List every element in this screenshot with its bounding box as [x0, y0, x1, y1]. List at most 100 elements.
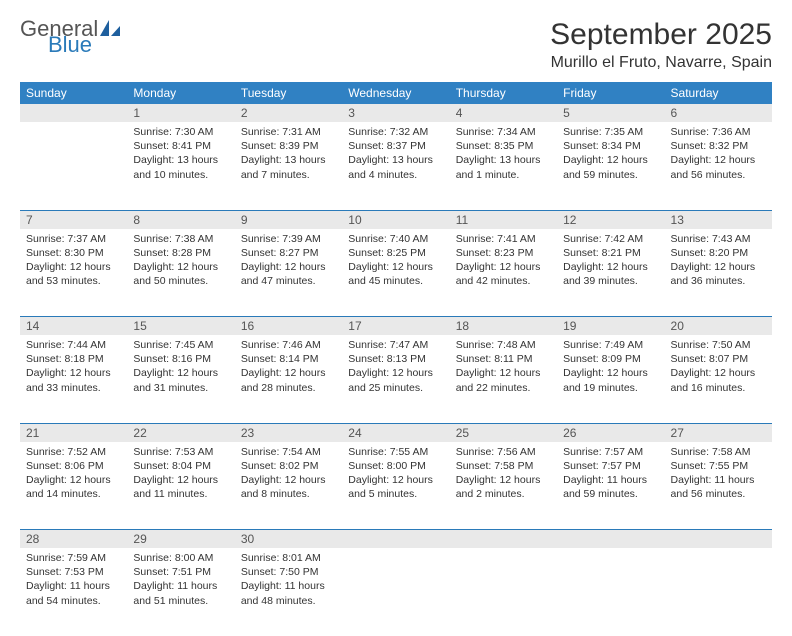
daylight-text: Daylight: 12 hours and 47 minutes.	[241, 260, 336, 288]
header: General Blue September 2025 Murillo el F…	[20, 18, 772, 72]
day-info: Sunrise: 7:38 AMSunset: 8:28 PMDaylight:…	[127, 229, 234, 293]
daylight-text: Daylight: 12 hours and 56 minutes.	[671, 153, 766, 181]
day-cell: Sunrise: 7:38 AMSunset: 8:28 PMDaylight:…	[127, 229, 234, 317]
daylight-text: Daylight: 12 hours and 5 minutes.	[348, 473, 443, 501]
day-info: Sunrise: 7:43 AMSunset: 8:20 PMDaylight:…	[665, 229, 772, 293]
sunrise-text: Sunrise: 7:38 AM	[133, 232, 228, 246]
day-number-cell: 14	[20, 317, 127, 336]
day-number-cell: 29	[127, 530, 234, 549]
day-cell: Sunrise: 7:35 AMSunset: 8:34 PMDaylight:…	[557, 122, 664, 210]
day-cell: Sunrise: 7:56 AMSunset: 7:58 PMDaylight:…	[450, 442, 557, 530]
day-info: Sunrise: 7:53 AMSunset: 8:04 PMDaylight:…	[127, 442, 234, 506]
sunset-text: Sunset: 8:07 PM	[671, 352, 766, 366]
sunset-text: Sunset: 7:57 PM	[563, 459, 658, 473]
day-cell: Sunrise: 7:41 AMSunset: 8:23 PMDaylight:…	[450, 229, 557, 317]
day-number-cell: 9	[235, 210, 342, 229]
sunrise-text: Sunrise: 7:34 AM	[456, 125, 551, 139]
daynum-row: 14151617181920	[20, 317, 772, 336]
day-number-cell: 11	[450, 210, 557, 229]
daylight-text: Daylight: 12 hours and 59 minutes.	[563, 153, 658, 181]
daylight-text: Daylight: 12 hours and 28 minutes.	[241, 366, 336, 394]
sunrise-text: Sunrise: 8:00 AM	[133, 551, 228, 565]
daylight-text: Daylight: 12 hours and 8 minutes.	[241, 473, 336, 501]
daylight-text: Daylight: 13 hours and 1 minute.	[456, 153, 551, 181]
sunset-text: Sunset: 8:11 PM	[456, 352, 551, 366]
day-cell	[450, 548, 557, 636]
day-info: Sunrise: 7:31 AMSunset: 8:39 PMDaylight:…	[235, 122, 342, 186]
day-number-cell: 15	[127, 317, 234, 336]
sunset-text: Sunset: 8:21 PM	[563, 246, 658, 260]
day-header: Friday	[557, 82, 664, 104]
sunrise-text: Sunrise: 7:45 AM	[133, 338, 228, 352]
daylight-text: Daylight: 12 hours and 22 minutes.	[456, 366, 551, 394]
day-cell: Sunrise: 7:49 AMSunset: 8:09 PMDaylight:…	[557, 335, 664, 423]
sunrise-text: Sunrise: 7:52 AM	[26, 445, 121, 459]
sunset-text: Sunset: 7:55 PM	[671, 459, 766, 473]
day-number-cell: 23	[235, 423, 342, 442]
day-info: Sunrise: 7:35 AMSunset: 8:34 PMDaylight:…	[557, 122, 664, 186]
day-number-cell: 16	[235, 317, 342, 336]
day-cell: Sunrise: 7:53 AMSunset: 8:04 PMDaylight:…	[127, 442, 234, 530]
sunrise-text: Sunrise: 7:36 AM	[671, 125, 766, 139]
day-number-cell: 28	[20, 530, 127, 549]
day-cell: Sunrise: 7:39 AMSunset: 8:27 PMDaylight:…	[235, 229, 342, 317]
day-info: Sunrise: 7:46 AMSunset: 8:14 PMDaylight:…	[235, 335, 342, 399]
week-row: Sunrise: 7:59 AMSunset: 7:53 PMDaylight:…	[20, 548, 772, 636]
sunrise-text: Sunrise: 7:31 AM	[241, 125, 336, 139]
day-cell: Sunrise: 7:34 AMSunset: 8:35 PMDaylight:…	[450, 122, 557, 210]
day-info: Sunrise: 7:48 AMSunset: 8:11 PMDaylight:…	[450, 335, 557, 399]
daylight-text: Daylight: 12 hours and 42 minutes.	[456, 260, 551, 288]
sunset-text: Sunset: 8:27 PM	[241, 246, 336, 260]
daynum-row: 21222324252627	[20, 423, 772, 442]
sunrise-text: Sunrise: 7:43 AM	[671, 232, 766, 246]
day-number-cell: 12	[557, 210, 664, 229]
day-info: Sunrise: 8:00 AMSunset: 7:51 PMDaylight:…	[127, 548, 234, 612]
day-info: Sunrise: 7:44 AMSunset: 8:18 PMDaylight:…	[20, 335, 127, 399]
day-number-cell: 30	[235, 530, 342, 549]
daylight-text: Daylight: 13 hours and 7 minutes.	[241, 153, 336, 181]
sunrise-text: Sunrise: 7:58 AM	[671, 445, 766, 459]
sunset-text: Sunset: 8:34 PM	[563, 139, 658, 153]
day-number-cell	[20, 104, 127, 122]
day-number-cell: 7	[20, 210, 127, 229]
daylight-text: Daylight: 11 hours and 59 minutes.	[563, 473, 658, 501]
sunrise-text: Sunrise: 7:59 AM	[26, 551, 121, 565]
daylight-text: Daylight: 12 hours and 50 minutes.	[133, 260, 228, 288]
sunset-text: Sunset: 8:09 PM	[563, 352, 658, 366]
logo-text: General Blue	[20, 18, 120, 56]
location: Murillo el Fruto, Navarre, Spain	[550, 54, 772, 72]
sunrise-text: Sunrise: 7:39 AM	[241, 232, 336, 246]
day-cell: Sunrise: 7:42 AMSunset: 8:21 PMDaylight:…	[557, 229, 664, 317]
day-info: Sunrise: 7:49 AMSunset: 8:09 PMDaylight:…	[557, 335, 664, 399]
sunrise-text: Sunrise: 7:35 AM	[563, 125, 658, 139]
day-number-cell: 2	[235, 104, 342, 122]
week-row: Sunrise: 7:37 AMSunset: 8:30 PMDaylight:…	[20, 229, 772, 317]
day-cell: Sunrise: 7:31 AMSunset: 8:39 PMDaylight:…	[235, 122, 342, 210]
day-number-cell: 17	[342, 317, 449, 336]
day-cell: Sunrise: 7:54 AMSunset: 8:02 PMDaylight:…	[235, 442, 342, 530]
day-number-cell: 3	[342, 104, 449, 122]
sunset-text: Sunset: 8:28 PM	[133, 246, 228, 260]
logo-text-blue: Blue	[48, 34, 120, 56]
day-info: Sunrise: 7:30 AMSunset: 8:41 PMDaylight:…	[127, 122, 234, 186]
sunrise-text: Sunrise: 7:47 AM	[348, 338, 443, 352]
day-info: Sunrise: 7:41 AMSunset: 8:23 PMDaylight:…	[450, 229, 557, 293]
day-cell: Sunrise: 7:32 AMSunset: 8:37 PMDaylight:…	[342, 122, 449, 210]
sunrise-text: Sunrise: 7:53 AM	[133, 445, 228, 459]
sunset-text: Sunset: 8:23 PM	[456, 246, 551, 260]
week-row: Sunrise: 7:30 AMSunset: 8:41 PMDaylight:…	[20, 122, 772, 210]
sunset-text: Sunset: 8:35 PM	[456, 139, 551, 153]
day-number-cell: 1	[127, 104, 234, 122]
day-header: Monday	[127, 82, 234, 104]
sunrise-text: Sunrise: 7:56 AM	[456, 445, 551, 459]
sunrise-text: Sunrise: 7:48 AM	[456, 338, 551, 352]
day-number-cell: 22	[127, 423, 234, 442]
daylight-text: Daylight: 12 hours and 39 minutes.	[563, 260, 658, 288]
sunset-text: Sunset: 8:30 PM	[26, 246, 121, 260]
day-number-cell: 6	[665, 104, 772, 122]
sunrise-text: Sunrise: 7:41 AM	[456, 232, 551, 246]
day-cell: Sunrise: 7:43 AMSunset: 8:20 PMDaylight:…	[665, 229, 772, 317]
day-number-cell: 18	[450, 317, 557, 336]
daynum-row: 123456	[20, 104, 772, 122]
day-cell: Sunrise: 7:45 AMSunset: 8:16 PMDaylight:…	[127, 335, 234, 423]
